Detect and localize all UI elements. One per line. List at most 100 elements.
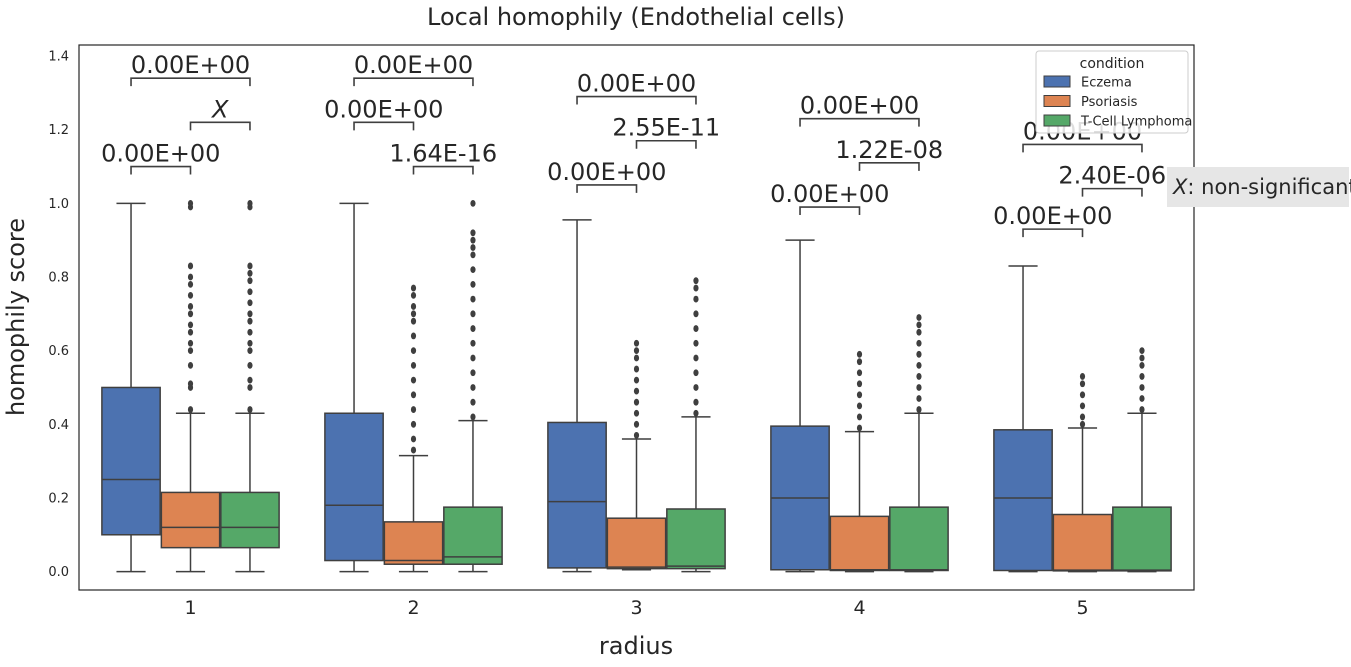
box-body bbox=[993, 429, 1053, 572]
box-eczema-1 bbox=[101, 202, 161, 573]
outlier-point bbox=[187, 262, 194, 270]
outlier-point bbox=[1139, 406, 1145, 413]
legend-title: condition bbox=[1080, 56, 1145, 72]
outlier-point bbox=[410, 361, 417, 369]
bracket-line bbox=[576, 184, 638, 193]
outlier-point bbox=[470, 310, 476, 318]
outlier-point bbox=[633, 398, 640, 406]
outlier-point bbox=[1079, 380, 1086, 388]
box-t-cell-lymphoma-2 bbox=[443, 199, 503, 573]
outlier-point bbox=[470, 354, 476, 362]
outlier-point bbox=[1079, 373, 1086, 380]
significance-bracket: 0.00E+00 bbox=[547, 158, 666, 193]
outlier-point bbox=[916, 314, 922, 321]
outlier-point bbox=[470, 251, 476, 259]
outlier-point bbox=[470, 339, 476, 347]
legend-label: Eczema bbox=[1081, 76, 1132, 91]
x-tick-label: 1 bbox=[184, 597, 196, 619]
outlier-point bbox=[187, 380, 194, 388]
outlier-point bbox=[187, 361, 194, 369]
box-body bbox=[383, 521, 444, 565]
outlier-point bbox=[470, 325, 476, 332]
significance-bracket: 0.00E+00 bbox=[130, 51, 251, 87]
outlier-point bbox=[856, 402, 863, 410]
outlier-point bbox=[470, 244, 476, 251]
outlier-point bbox=[856, 424, 863, 432]
outlier-point bbox=[633, 354, 640, 362]
box-body bbox=[324, 412, 384, 562]
bracket-line bbox=[412, 165, 474, 175]
legend-frame bbox=[1035, 50, 1189, 134]
outlier-point bbox=[916, 328, 922, 336]
outlier-point bbox=[247, 299, 253, 307]
outlier-point bbox=[693, 277, 699, 285]
outlier-point bbox=[187, 328, 194, 336]
outlier-point bbox=[410, 435, 417, 443]
plot-frame bbox=[78, 44, 1195, 591]
chart-title: Local homophily (Endothelial cells) bbox=[427, 3, 845, 31]
outlier-point bbox=[693, 398, 699, 406]
outlier-point bbox=[470, 398, 476, 406]
legend-swatch bbox=[1043, 95, 1071, 107]
box-psoriasis-5 bbox=[1052, 373, 1113, 573]
bracket-line bbox=[130, 165, 192, 175]
bracket-line bbox=[858, 162, 920, 171]
outlier-point bbox=[247, 347, 253, 355]
significance-bracket: 0.00E+00 bbox=[993, 202, 1112, 238]
outlier-point bbox=[410, 391, 417, 399]
outlier-point bbox=[470, 280, 476, 288]
outlier-point bbox=[470, 369, 476, 377]
outlier-point bbox=[187, 199, 194, 207]
bracket-line bbox=[799, 117, 920, 127]
box-t-cell-lymphoma-4 bbox=[889, 314, 949, 573]
outlier-point bbox=[410, 292, 417, 299]
box-eczema-4 bbox=[770, 239, 830, 573]
box-body bbox=[1052, 513, 1113, 572]
outlier-point bbox=[916, 406, 922, 413]
p-value-label: 1.22E-08 bbox=[835, 136, 943, 164]
box-psoriasis-2 bbox=[383, 284, 444, 573]
outlier-point bbox=[187, 406, 194, 413]
box-body bbox=[829, 515, 890, 572]
significance-bracket: 1.64E-16 bbox=[389, 140, 497, 175]
significance-bracket: 0.00E+00 bbox=[576, 70, 697, 105]
outlier-point bbox=[693, 339, 699, 347]
outlier-point bbox=[187, 292, 194, 299]
p-value-label: X bbox=[210, 95, 229, 123]
bracket-line bbox=[1081, 187, 1143, 197]
significance-bracket: 1.22E-08 bbox=[835, 136, 943, 171]
outlier-point bbox=[633, 409, 640, 417]
box-body bbox=[101, 386, 161, 536]
outlier-point bbox=[856, 350, 863, 358]
bracket-line bbox=[1022, 228, 1084, 238]
legend-swatch bbox=[1043, 75, 1071, 88]
outlier-point bbox=[856, 380, 863, 388]
outlier-point bbox=[916, 350, 922, 358]
outlier-point bbox=[410, 376, 417, 384]
p-value-label: 0.00E+00 bbox=[770, 180, 889, 208]
p-value-label: 0.00E+00 bbox=[354, 51, 473, 79]
outlier-point bbox=[410, 317, 417, 325]
y-tick-label: 1.4 bbox=[48, 50, 69, 65]
significance-annotations: 0.00E+00 X 0.00E+00 0.00E+00 1.64E-16 0.00E+0… bbox=[101, 51, 1166, 238]
bracket-line bbox=[130, 77, 251, 87]
significance-bracket: 0.00E+00 bbox=[101, 140, 220, 175]
box-t-cell-lymphoma-1 bbox=[220, 199, 280, 573]
p-value-label: 0.00E+00 bbox=[993, 202, 1112, 230]
plot-area: 0.0 0.2 0.4 0.6 0.8 1.0 1.2 1.4 1 2 3 4 5 bbox=[48, 44, 1195, 619]
outlier-point bbox=[1079, 420, 1086, 428]
y-tick-label: 0.4 bbox=[48, 418, 69, 433]
outlier-point bbox=[410, 347, 417, 355]
outlier-point bbox=[247, 328, 253, 336]
outlier-point bbox=[916, 373, 922, 380]
outlier-point bbox=[1139, 354, 1145, 362]
outlier-point bbox=[633, 365, 640, 373]
bracket-line bbox=[353, 77, 474, 87]
p-value-label: 0.00E+00 bbox=[101, 140, 220, 168]
box-psoriasis-3 bbox=[606, 339, 667, 571]
outlier-point bbox=[187, 303, 194, 310]
box-body bbox=[666, 508, 726, 570]
outlier-point bbox=[410, 310, 417, 318]
outlier-point bbox=[247, 288, 253, 296]
